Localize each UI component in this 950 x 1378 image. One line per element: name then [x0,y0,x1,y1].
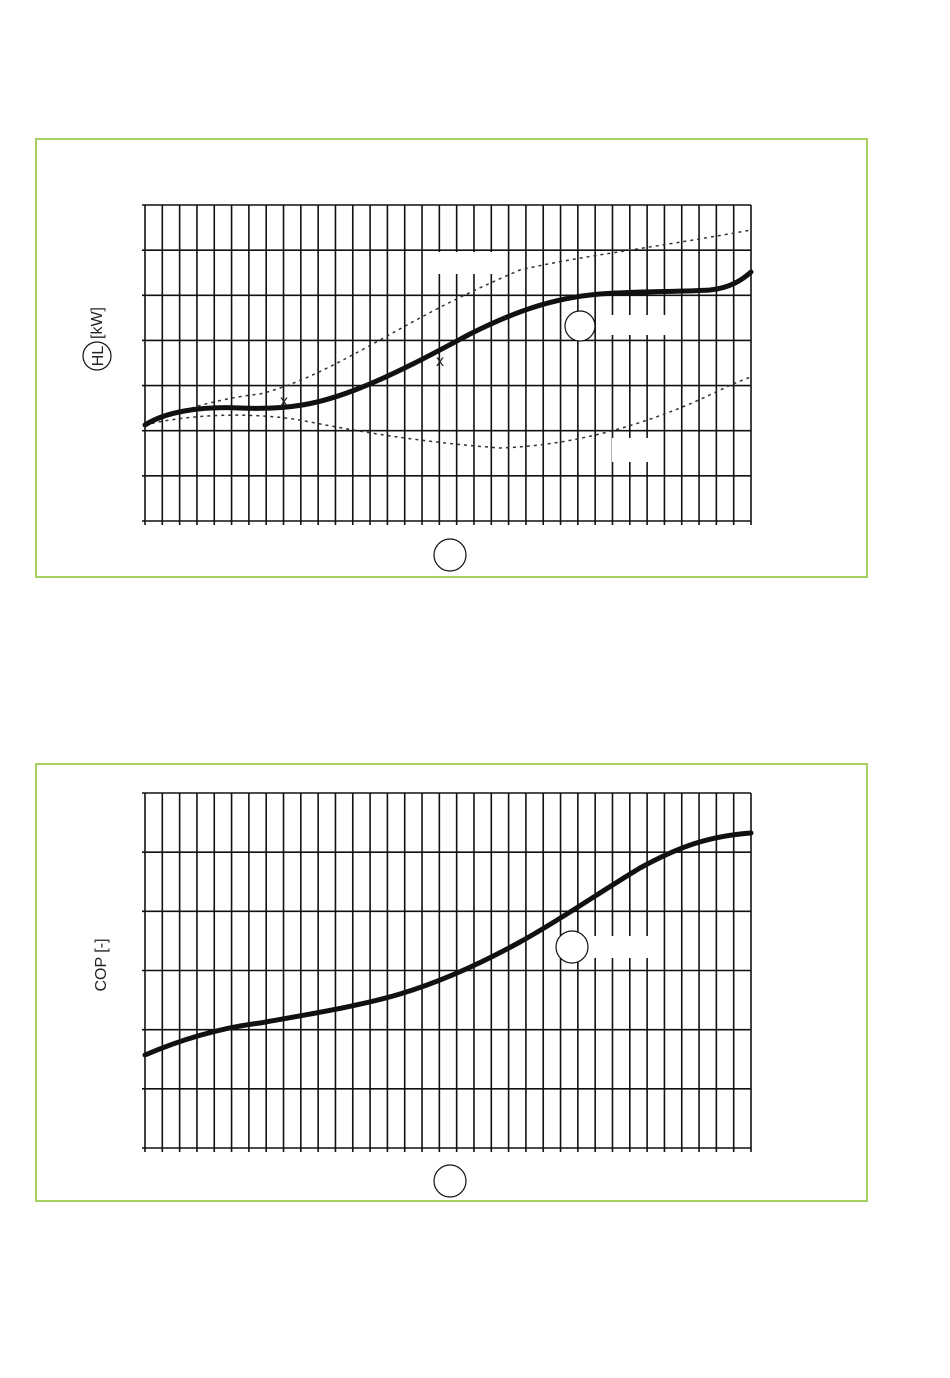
y-axis-unit: [kW] [89,307,106,339]
callout-circle [555,930,589,964]
heating-curve [142,269,754,428]
label-mask [590,936,655,958]
y-axis-label: COP [-] [93,938,110,991]
upper-dashed-curve [144,229,752,426]
label-mask [437,252,497,274]
chart-frame [35,763,868,1202]
grid [142,204,752,525]
cop-curve [142,830,754,1058]
grid [142,792,752,1152]
marker: x [436,353,444,370]
chart-frame [35,138,868,578]
marker: x [280,393,288,410]
label-mask [612,438,650,462]
label-mask [597,315,667,335]
callout-circle [564,310,596,342]
lower-dashed-curve [144,376,752,449]
x-axis-circle [433,538,467,572]
x-axis-circle [433,1164,467,1198]
y-label-circle [82,341,112,371]
y-axis-label: HL [90,346,107,367]
